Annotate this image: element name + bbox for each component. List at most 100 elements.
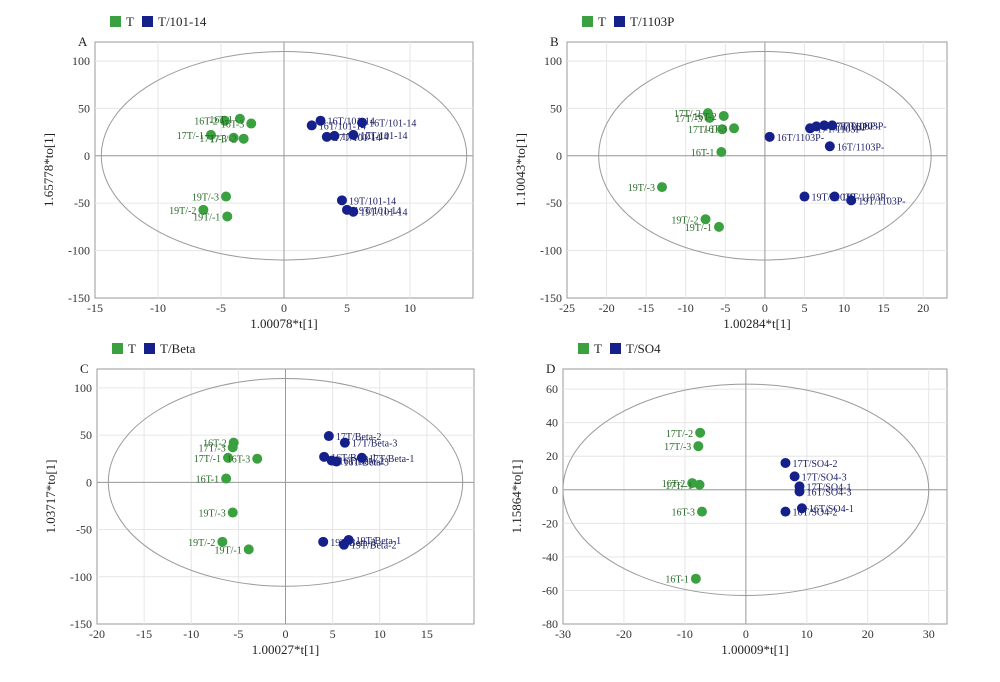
data-point — [717, 124, 728, 135]
x-tick-label: -20 — [599, 301, 615, 315]
data-point — [221, 191, 232, 202]
x-tick-label: -5 — [233, 627, 243, 641]
data-point — [315, 115, 326, 126]
point-label: 16T/1103P- — [837, 142, 884, 153]
data-point — [789, 471, 800, 482]
point-label: 16T/SO4-3 — [806, 487, 851, 498]
data-point — [780, 457, 791, 468]
data-point — [223, 452, 234, 463]
panel-label: C — [80, 361, 89, 376]
data-point — [243, 544, 254, 555]
x-tick-label: 10 — [801, 627, 813, 641]
point-label: 17T/SO4-1 — [806, 482, 851, 493]
data-point — [339, 437, 350, 448]
y-axis-title: 1.10043*to[1] — [513, 133, 528, 207]
point-label: 19T/-3 — [628, 183, 655, 194]
point-label: 17T/-2 — [674, 109, 701, 120]
data-point — [323, 431, 334, 442]
x-tick-label: 5 — [344, 301, 350, 315]
y-tick-label: 40 — [546, 416, 558, 430]
data-point — [718, 110, 729, 121]
point-label: 17T/-1 — [177, 131, 204, 142]
data-point — [205, 129, 216, 140]
point-label: 19T/-1 — [215, 545, 242, 556]
y-tick-label: 100 — [544, 54, 562, 68]
legend-label-t: T — [594, 341, 602, 356]
data-point — [319, 451, 330, 462]
y-tick-label: 0 — [86, 475, 92, 489]
y-tick-label: 50 — [78, 101, 90, 115]
data-point — [690, 573, 701, 584]
y-tick-label: 50 — [80, 428, 92, 442]
data-point — [716, 146, 727, 157]
y-tick-label: 50 — [550, 101, 562, 115]
point-label: 17T/101-14 — [341, 132, 388, 143]
data-point — [238, 133, 249, 144]
x-tick-label: -20 — [89, 627, 105, 641]
point-label: 16T-2 — [662, 479, 686, 490]
point-label: 17T/Beta-2 — [336, 432, 382, 443]
point-label: 17T/Beta-1 — [369, 454, 415, 465]
x-tick-label: 10 — [404, 301, 416, 315]
legend-swatch-treatment — [614, 16, 625, 27]
point-label: 16T-2 — [194, 117, 218, 128]
x-tick-label: -15 — [87, 301, 103, 315]
y-axis-title: 1.15864*to[1] — [509, 459, 524, 533]
y-tick-label: -60 — [542, 583, 558, 597]
point-label: 17T/-2 — [209, 135, 236, 146]
x-tick-label: 0 — [762, 301, 768, 315]
point-label: 17T/SO4-3 — [802, 472, 847, 483]
y-tick-label: -100 — [70, 570, 92, 584]
x-axis-title: 1.00027*t[1] — [252, 642, 320, 657]
legend-label-t: T — [598, 14, 606, 29]
x-axis-title: 1.00009*t[1] — [721, 642, 789, 657]
x-tick-label: -5 — [720, 301, 730, 315]
point-label: 16T-2 — [693, 112, 717, 123]
data-point — [318, 536, 329, 547]
x-axis-title: 1.00284*t[1] — [723, 316, 791, 331]
x-tick-label: 20 — [917, 301, 929, 315]
series-1: 16T/1103P-17T/1103P-17T/1103P-17T/1103P-… — [764, 120, 906, 207]
point-label: 17T/-3 — [199, 443, 226, 454]
point-label: 17T/1103P- — [831, 121, 878, 132]
legend-swatch-treatment — [142, 16, 153, 27]
point-label: 16T/SO4-1 — [809, 504, 854, 515]
confidence-ellipse — [100, 50, 468, 261]
y-tick-label: -40 — [542, 550, 558, 564]
data-point — [227, 507, 238, 518]
point-label: 19T/-3 — [192, 193, 219, 204]
y-tick-label: -50 — [546, 196, 562, 210]
legend-label-treatment: T/101-14 — [158, 14, 207, 29]
x-tick-label: -10 — [183, 627, 199, 641]
point-label: 17T/Beta-3 — [352, 439, 398, 450]
legend-swatch-t — [112, 343, 123, 354]
point-label: 19T/101-14 — [354, 206, 401, 217]
x-tick-label: 0 — [281, 301, 287, 315]
legend-label-treatment: T/1103P — [630, 14, 674, 29]
x-axis-title: 1.00078*t[1] — [250, 316, 318, 331]
y-tick-label: 0 — [556, 149, 562, 163]
x-tick-label: 20 — [862, 627, 874, 641]
point-label: 16T/101-14 — [319, 121, 366, 132]
data-point — [234, 113, 245, 124]
data-point — [700, 214, 711, 225]
x-tick-label: -30 — [555, 627, 571, 641]
data-point — [799, 191, 810, 202]
point-label: 16T/1103P- — [777, 133, 824, 144]
y-tick-label: -80 — [542, 617, 558, 631]
data-point — [780, 506, 791, 517]
data-point — [357, 117, 368, 128]
data-point — [246, 118, 257, 129]
data-point — [217, 536, 228, 547]
point-label: 19T/Beta-2 — [351, 541, 397, 552]
point-label: 19T/-2 — [671, 215, 698, 226]
y-tick-label: 0 — [84, 149, 90, 163]
data-point — [695, 427, 706, 438]
y-tick-label: -100 — [68, 244, 90, 258]
data-point — [827, 120, 838, 131]
point-label: 19T/101-14 — [360, 208, 407, 219]
data-point — [694, 479, 705, 490]
data-point — [331, 456, 342, 467]
